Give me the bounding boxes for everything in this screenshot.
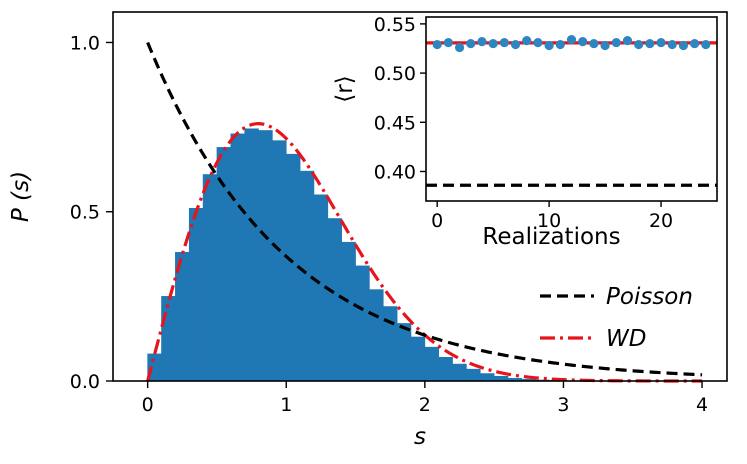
histogram-bar (258, 130, 273, 382)
histogram-bar (341, 241, 356, 382)
inset-x-tick-label: 20 (649, 210, 673, 232)
inset-x-axis-label: Realizations (482, 224, 620, 250)
inset-y-axis-label: ⟨r⟩ (332, 75, 358, 102)
inset-y-ticks: 0.40 0.45 0.50 0.55 (374, 14, 426, 183)
inset-point (634, 39, 644, 50)
histogram-bar (327, 218, 342, 382)
inset-y-tick-label: 0.50 (374, 63, 416, 85)
histogram-bar (355, 265, 370, 382)
main-plot-frame (112, 11, 728, 382)
histogram-bar (369, 289, 384, 382)
inset-x-tick-label: 10 (537, 210, 561, 232)
main-x-axis-label: s (414, 424, 426, 450)
inset-point (622, 36, 633, 46)
main-y-tick-label: 1.0 (70, 32, 100, 54)
inset-point (589, 38, 599, 49)
main-plot: 0 1 2 3 4 0.0 0.5 1.0 s P (s) Poisson WD (8, 11, 728, 450)
inset-point (499, 37, 509, 48)
histogram-bar (244, 128, 259, 382)
inset-point (611, 37, 621, 48)
inset-point (555, 39, 565, 50)
inset-point (510, 39, 521, 50)
legend: Poisson WD (540, 284, 693, 352)
histogram-bar (452, 363, 467, 382)
inset-point (488, 38, 498, 49)
histogram-bar (161, 296, 176, 382)
inset-x-tick-label: 0 (431, 210, 443, 232)
histogram-bars (147, 128, 578, 382)
inset-point (701, 39, 711, 50)
inset-point (656, 37, 666, 48)
main-x-tick-label: 3 (557, 394, 569, 416)
histogram-bar (424, 346, 440, 382)
inset-y-tick-label: 0.45 (374, 112, 416, 134)
main-y-tick-label: 0.5 (70, 202, 100, 224)
histogram-bar (479, 373, 495, 382)
main-x-tick-label: 2 (419, 394, 431, 416)
inset-point (522, 36, 532, 46)
inset-point (533, 37, 543, 48)
inset-point (443, 37, 453, 48)
histogram-bar (410, 336, 426, 382)
inset-x-ticks: 0 10 20 (431, 201, 673, 232)
histogram-bar (396, 323, 412, 382)
inset-point (678, 40, 689, 51)
histogram-bar (202, 174, 218, 382)
inset-point (566, 35, 577, 45)
main-x-tick-label: 1 (280, 394, 292, 416)
histogram-bar (188, 208, 204, 382)
inset-y-tick-label: 0.55 (374, 14, 416, 36)
main-x-tick-label: 0 (142, 394, 154, 416)
inset-point (454, 42, 465, 53)
inset-point (578, 36, 588, 47)
histogram-bar (466, 368, 481, 382)
poisson-series-line (146, 41, 703, 377)
histogram-bar (230, 133, 245, 382)
main-x-tick-label: 4 (696, 394, 708, 416)
inset-point (466, 38, 476, 49)
inset-y-tick-label: 0.40 (374, 161, 416, 183)
histogram-bar (216, 147, 232, 382)
main-y-tick-label: 0.0 (70, 371, 100, 393)
inset-point (477, 36, 487, 47)
inset-plot-frame (425, 16, 718, 202)
main-y-ticks: 0.0 0.5 1.0 (70, 32, 113, 393)
inset-plot: 0 10 20 0.40 0.45 0.50 0.55 Realizations ⟨r⟩ (332, 14, 718, 250)
main-x-ticks: 0 1 2 3 4 (142, 381, 708, 416)
inset-point (690, 38, 700, 49)
inset-background (426, 17, 717, 201)
histogram-bar (438, 357, 453, 382)
legend-label: Poisson (606, 284, 693, 310)
inset-point (544, 40, 554, 51)
inset-point (432, 39, 442, 50)
inset-points (432, 35, 711, 53)
histogram-bar (382, 306, 398, 382)
inset-point (600, 40, 610, 51)
main-y-axis-label: P (s) (8, 171, 34, 222)
histogram-bar (272, 140, 287, 382)
inset-point (667, 39, 677, 50)
legend-label: WD (606, 326, 646, 352)
inset-point (645, 38, 655, 49)
